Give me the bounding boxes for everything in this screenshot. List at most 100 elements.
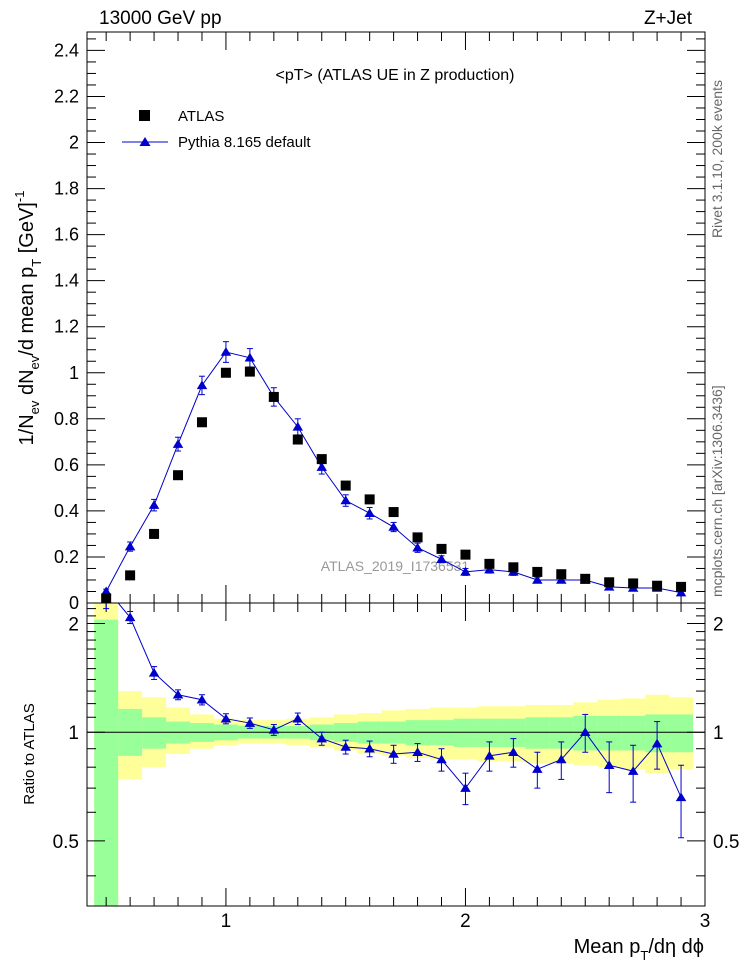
- mc-point: [172, 439, 184, 448]
- mc-ratio-point: [316, 733, 327, 743]
- x-axis: 1 2 3: [105, 32, 711, 932]
- rivet-version-text: Rivet 3.1.10, 200k events: [709, 80, 725, 238]
- ratio-band-inner-bin: [525, 717, 550, 749]
- ratio-band-inner-bin: [549, 717, 574, 749]
- mc-point: [364, 508, 375, 517]
- data-point: [244, 366, 255, 377]
- x-tick-label: 3: [700, 911, 711, 932]
- main-y-tick-label: 2: [69, 133, 79, 153]
- main-y-tick-label: 0.6: [54, 455, 79, 475]
- data-point: [388, 507, 399, 518]
- mc-ratio-point: [508, 747, 519, 756]
- header-right: Z+Jet: [643, 8, 692, 29]
- mc-ratio-point: [220, 713, 232, 723]
- mc-ratio-point: [364, 743, 375, 753]
- mc-point: [388, 522, 399, 531]
- main-y-tick-label: 2.4: [54, 40, 79, 60]
- data-point: [460, 549, 471, 560]
- data-point: [292, 434, 303, 445]
- ratio-y-tick-label-left: 0.5: [53, 832, 79, 853]
- mc-point: [148, 500, 160, 509]
- mc-ratio-point: [651, 738, 663, 748]
- mc-point: [556, 574, 567, 584]
- ratio-band-inner-bin: [597, 715, 622, 751]
- data-point: [508, 562, 519, 573]
- mc-point: [340, 495, 351, 505]
- ratio-band-inner-bin: [621, 715, 646, 751]
- mc-point: [532, 574, 543, 584]
- legend: ATLAS Pythia 8.165 default: [122, 108, 311, 151]
- legend-label-pythia: Pythia 8.165 default: [178, 134, 311, 151]
- main-y-tick-label: 1.2: [54, 317, 79, 337]
- mc-ratio-point: [148, 667, 160, 677]
- mc-point: [220, 347, 232, 356]
- mc-ratio-point: [412, 747, 423, 756]
- data-point: [556, 569, 567, 580]
- data-point: [580, 573, 591, 584]
- main-y-tick-label: 2.2: [54, 86, 79, 106]
- data-point: [316, 454, 327, 465]
- mcplots-source-text: mcplots.cern.ch [arXiv:1306.3436]: [709, 385, 725, 597]
- data-point: [484, 558, 495, 569]
- data-point: [101, 593, 112, 603]
- mc-ratio-point: [675, 792, 687, 802]
- legend-label-atlas: ATLAS: [178, 108, 224, 125]
- mc-point: [460, 566, 471, 576]
- data-point: [268, 391, 279, 402]
- mc-point: [675, 587, 687, 597]
- ratio-y-tick-label-right: 0.5: [713, 832, 739, 853]
- main-y-axis: 0 0.2 0.4 0.6 0.8 1 1.2 1.4 1.6 1.8 2 2.2 2.4: [54, 38, 705, 613]
- mc-point: [292, 421, 304, 431]
- main-y-tick-label: 1.6: [54, 225, 79, 245]
- ratio-band-inner-bin: [142, 717, 167, 749]
- main-y-tick-label: 1: [69, 363, 79, 383]
- ratio-band-inner-bin: [94, 619, 119, 906]
- data-point: [125, 570, 136, 581]
- data-point: [173, 470, 184, 481]
- ratio-y-tick-label-right: 2: [713, 615, 724, 636]
- mc-ratio-point: [532, 764, 543, 773]
- ratio-band-inner-bin: [429, 720, 454, 746]
- mc-ratio-point: [388, 749, 399, 758]
- main-y-tick-label: 1.8: [54, 179, 79, 199]
- mc-point: [124, 541, 136, 551]
- mc-point: [484, 564, 495, 574]
- ratio-band-inner-bin: [501, 718, 526, 747]
- mc-ratio-point: [196, 694, 208, 704]
- data-point: [196, 417, 207, 428]
- mc-ratio-point: [244, 718, 256, 727]
- data-point: [340, 480, 351, 491]
- mc-ratio-point: [579, 727, 591, 736]
- data-point: [676, 581, 687, 592]
- mc-ratio-point: [340, 741, 351, 751]
- ratio-y-tick-label-left: 2: [68, 615, 79, 636]
- data-point: [652, 580, 663, 591]
- ratio-band-inner-bin: [669, 714, 694, 753]
- mc-ratio-point: [292, 713, 304, 723]
- analysis-watermark: ATLAS_2019_I1736531: [321, 558, 470, 574]
- ratio-y-axis-label: Ratio to ATLAS: [21, 703, 38, 804]
- mc-ratio-point: [603, 760, 615, 769]
- ratio-y-tick-label-left: 1: [68, 723, 79, 744]
- header-left: 13000 GeV pp: [99, 8, 222, 29]
- mc-ratio-point: [460, 783, 471, 792]
- ratio-band-inner-bin: [453, 718, 478, 747]
- main-y-tick-label: 0.2: [54, 547, 79, 567]
- mc-ratio-point: [172, 689, 184, 699]
- mc-ratio-point: [627, 766, 639, 775]
- main-y-tick-label: 0.4: [54, 501, 79, 521]
- ratio-y-tick-label-right: 1: [713, 723, 724, 744]
- ratio-plot-frame: [86, 602, 706, 907]
- main-y-tick-label: 1.4: [54, 271, 79, 291]
- chart-title: <pT> (ATLAS UE in Z production): [276, 67, 515, 84]
- mc-ratio-point: [268, 724, 280, 734]
- ratio-y-axis: 0.5 0.5 1 1 2 2: [53, 608, 739, 877]
- data-point: [532, 566, 543, 577]
- x-tick-label: 1: [221, 911, 232, 932]
- data-series-main: [101, 366, 687, 603]
- mc-line-main: [105, 351, 682, 594]
- mc-point: [316, 462, 327, 471]
- mc-ratio-point: [124, 612, 136, 622]
- mc-point: [436, 554, 447, 564]
